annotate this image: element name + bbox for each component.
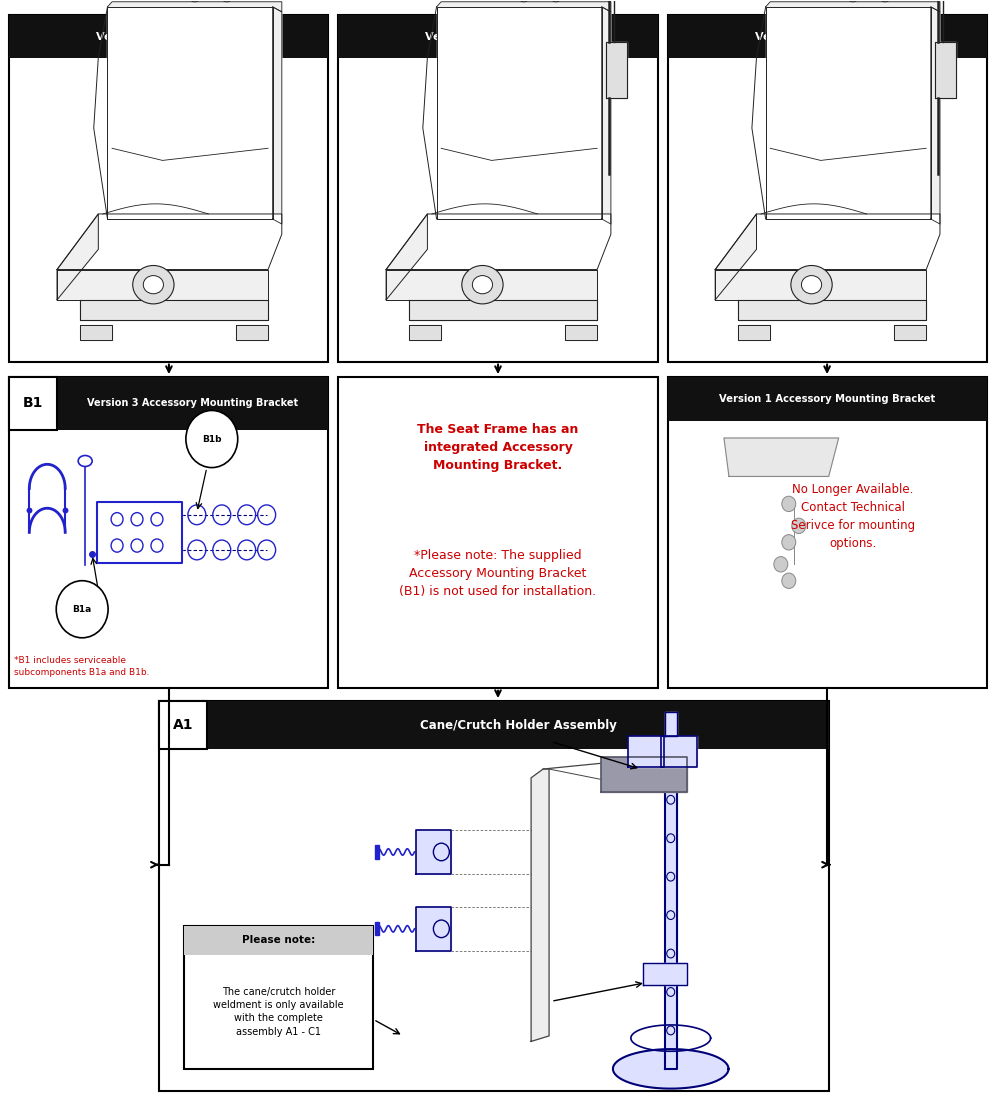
FancyBboxPatch shape: [668, 377, 987, 688]
FancyBboxPatch shape: [9, 377, 57, 429]
Polygon shape: [665, 772, 677, 1069]
Ellipse shape: [847, 0, 858, 2]
Polygon shape: [386, 214, 427, 299]
FancyBboxPatch shape: [9, 14, 328, 361]
Polygon shape: [57, 214, 98, 299]
Polygon shape: [643, 963, 687, 985]
Polygon shape: [628, 737, 664, 767]
Polygon shape: [57, 214, 282, 270]
Polygon shape: [107, 7, 273, 219]
Polygon shape: [738, 299, 926, 320]
Polygon shape: [80, 325, 112, 340]
Ellipse shape: [791, 265, 832, 304]
Polygon shape: [601, 757, 687, 792]
Polygon shape: [409, 325, 441, 340]
Ellipse shape: [143, 275, 163, 294]
Polygon shape: [416, 830, 451, 874]
Polygon shape: [661, 737, 697, 767]
Polygon shape: [935, 42, 956, 98]
Polygon shape: [766, 7, 931, 219]
Polygon shape: [931, 7, 940, 225]
Text: Version 1 Accessory Mounting Bracket: Version 1 Accessory Mounting Bracket: [719, 394, 935, 404]
Text: Version 3 Comfort Seat: Version 3 Comfort Seat: [96, 32, 241, 42]
Text: A1: A1: [173, 718, 193, 732]
Circle shape: [792, 519, 806, 534]
Polygon shape: [715, 214, 940, 270]
FancyBboxPatch shape: [668, 14, 987, 58]
Polygon shape: [613, 1049, 729, 1089]
Text: Version 2 Comfort Seat: Version 2 Comfort Seat: [425, 32, 571, 42]
Text: The cane/crutch holder
weldment is only available
with the complete
assembly A1 : The cane/crutch holder weldment is only …: [213, 986, 344, 1036]
Polygon shape: [738, 325, 770, 340]
Ellipse shape: [78, 456, 92, 467]
Ellipse shape: [518, 0, 529, 2]
Polygon shape: [437, 2, 611, 12]
Text: The Seat Frame has an
integrated Accessory
Mounting Bracket.: The Seat Frame has an integrated Accesso…: [417, 423, 579, 472]
FancyBboxPatch shape: [338, 14, 658, 361]
Polygon shape: [894, 325, 926, 340]
Text: Version 3 Accessory Mounting Bracket: Version 3 Accessory Mounting Bracket: [87, 399, 298, 408]
Text: *Please note: The supplied
Accessory Mounting Bracket
(B1) is not used for insta: *Please note: The supplied Accessory Mou…: [399, 549, 597, 599]
Polygon shape: [602, 7, 611, 225]
Ellipse shape: [472, 275, 493, 294]
Circle shape: [56, 580, 108, 637]
Text: B1b: B1b: [202, 435, 222, 444]
Text: Please note:: Please note:: [242, 936, 315, 946]
FancyBboxPatch shape: [9, 377, 328, 688]
Text: No Longer Available.
Contact Technical
Serivce for mounting
options.: No Longer Available. Contact Technical S…: [791, 483, 915, 550]
Polygon shape: [715, 214, 756, 299]
Polygon shape: [565, 325, 597, 340]
FancyBboxPatch shape: [184, 926, 373, 955]
Ellipse shape: [550, 0, 561, 2]
Ellipse shape: [221, 0, 232, 2]
Polygon shape: [236, 325, 268, 340]
Polygon shape: [416, 907, 451, 951]
Circle shape: [782, 535, 796, 550]
FancyBboxPatch shape: [57, 377, 328, 429]
Polygon shape: [437, 7, 602, 219]
Text: B1a: B1a: [73, 604, 92, 613]
Ellipse shape: [801, 275, 822, 294]
FancyBboxPatch shape: [668, 14, 987, 361]
FancyBboxPatch shape: [159, 701, 829, 1091]
FancyBboxPatch shape: [338, 377, 658, 688]
FancyBboxPatch shape: [159, 701, 207, 750]
Text: B1: B1: [23, 396, 43, 411]
Polygon shape: [724, 438, 839, 477]
Polygon shape: [531, 768, 549, 1042]
Ellipse shape: [133, 265, 174, 304]
Circle shape: [774, 557, 788, 573]
FancyBboxPatch shape: [184, 926, 373, 1069]
Polygon shape: [766, 2, 940, 12]
Text: Version 1 Comfort Seat: Version 1 Comfort Seat: [755, 32, 900, 42]
Text: Cane/Crutch Holder Assembly: Cane/Crutch Holder Assembly: [420, 719, 616, 732]
Polygon shape: [715, 270, 926, 299]
Ellipse shape: [189, 0, 200, 2]
Polygon shape: [375, 923, 379, 936]
Polygon shape: [386, 270, 597, 299]
Ellipse shape: [462, 265, 503, 304]
Polygon shape: [273, 7, 282, 225]
FancyBboxPatch shape: [338, 14, 658, 58]
Polygon shape: [57, 270, 268, 299]
FancyBboxPatch shape: [668, 377, 987, 421]
Polygon shape: [107, 2, 282, 12]
Circle shape: [782, 497, 796, 512]
FancyBboxPatch shape: [207, 701, 829, 750]
Polygon shape: [386, 214, 611, 270]
Polygon shape: [97, 502, 182, 563]
Circle shape: [782, 574, 796, 588]
Polygon shape: [80, 299, 268, 320]
FancyBboxPatch shape: [9, 14, 328, 58]
Text: *B1 includes serviceable
subcomponents B1a and B1b.: *B1 includes serviceable subcomponents B…: [14, 656, 150, 677]
Ellipse shape: [879, 0, 890, 2]
Polygon shape: [375, 846, 379, 859]
Polygon shape: [409, 299, 597, 320]
Polygon shape: [606, 42, 627, 98]
Circle shape: [186, 411, 238, 468]
Polygon shape: [665, 712, 677, 737]
